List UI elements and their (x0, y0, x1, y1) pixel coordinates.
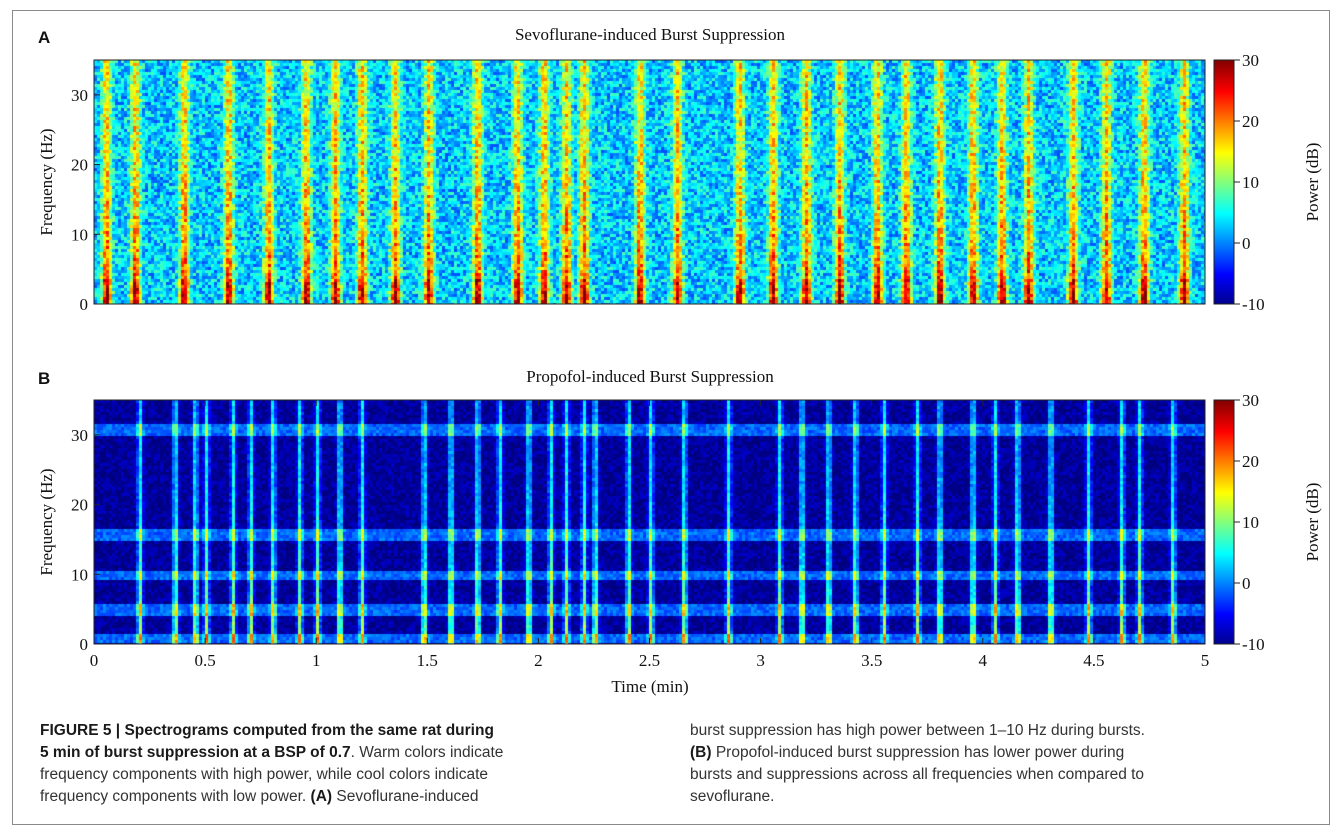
panel-b-title: Propofol-induced Burst Suppression (526, 367, 774, 386)
caption-bold-title-2: 5 min of burst suppression at a BSP of 0… (40, 744, 351, 761)
caption-label: FIGURE 5 | (40, 722, 125, 739)
colorbar-a-gradient (1213, 59, 1235, 305)
panel-b: B Propofol-induced Burst Suppression Fre… (37, 367, 1322, 696)
x-axis-ticks: 0 0.5 1 1.5 2 2.5 3 3.5 4 4.5 5 (90, 400, 1210, 670)
panel-a: A Sevoflurane-induced Burst Suppression … (37, 25, 1322, 314)
x-tick-label: 2 (534, 651, 543, 670)
colorbar-tick-label: 0 (1242, 574, 1251, 593)
panel-a-yticks: 0 10 20 30 (71, 86, 100, 314)
colorbar-a-label: Power (dB) (1303, 143, 1322, 222)
y-tick-label: 30 (71, 426, 88, 445)
x-tick-label: 4.5 (1083, 651, 1104, 670)
spectrogram-b (94, 400, 1205, 644)
colorbar-tick-label: 30 (1242, 391, 1259, 410)
colorbar-tick-label: 20 (1242, 452, 1259, 471)
y-tick-label: 10 (71, 225, 88, 244)
colorbar-tick-label: 30 (1242, 51, 1259, 70)
x-tick-label: 1 (312, 651, 321, 670)
colorbar-tick-label: 0 (1242, 234, 1251, 253)
x-tick-label: 0.5 (194, 651, 215, 670)
colorbar-tick-label: 10 (1242, 513, 1259, 532)
y-tick-label: 0 (80, 295, 89, 314)
x-tick-label: 0 (90, 651, 99, 670)
colorbar-b-gradient (1213, 399, 1235, 645)
caption-column-right: burst suppression has high power between… (690, 722, 1145, 805)
x-tick-label: 2.5 (639, 651, 660, 670)
x-tick-label: 5 (1201, 651, 1210, 670)
colorbar-tick-label: 10 (1242, 173, 1259, 192)
y-tick-label: 20 (71, 496, 88, 515)
x-tick-label: 3.5 (861, 651, 882, 670)
panel-b-yticks: 0 10 20 30 (71, 426, 100, 654)
colorbar-b-ticks: 30 20 10 0 -10 (1234, 391, 1265, 654)
colorbar-a-ticks: 30 20 10 0 -10 (1234, 51, 1265, 314)
x-tick-label: 4 (979, 651, 988, 670)
y-tick-label: 20 (71, 156, 88, 175)
x-tick-label: 3 (756, 651, 765, 670)
colorbar-tick-label: 20 (1242, 112, 1259, 131)
colorbar-b-label: Power (dB) (1303, 483, 1322, 562)
panel-a-ylabel: Frequency (Hz) (37, 128, 56, 235)
figure-graphic: A Sevoflurane-induced Burst Suppression … (37, 25, 1322, 696)
panel-b-letter: B (38, 369, 50, 388)
colorbar-a: 30 20 10 0 -10 Power (dB) (1213, 51, 1322, 314)
y-tick-label: 30 (71, 86, 88, 105)
panel-a-title: Sevoflurane-induced Burst Suppression (515, 25, 786, 44)
panel-a-letter: A (38, 28, 50, 47)
colorbar-tick-label: -10 (1242, 295, 1265, 314)
x-axis-label: Time (min) (611, 677, 688, 696)
x-tick-label: 1.5 (417, 651, 438, 670)
panel-b-ylabel: Frequency (Hz) (37, 468, 56, 575)
colorbar-tick-label: -10 (1242, 635, 1265, 654)
spectrogram-a (94, 60, 1205, 304)
caption-column-left: FIGURE 5 | Spectrograms computed from th… (40, 722, 504, 805)
y-tick-label: 10 (71, 565, 88, 584)
y-tick-label: 0 (80, 635, 89, 654)
caption-bold-title-1: Spectrograms computed from the same rat … (124, 722, 494, 739)
colorbar-b: 30 20 10 0 -10 Power (dB) (1213, 391, 1322, 654)
